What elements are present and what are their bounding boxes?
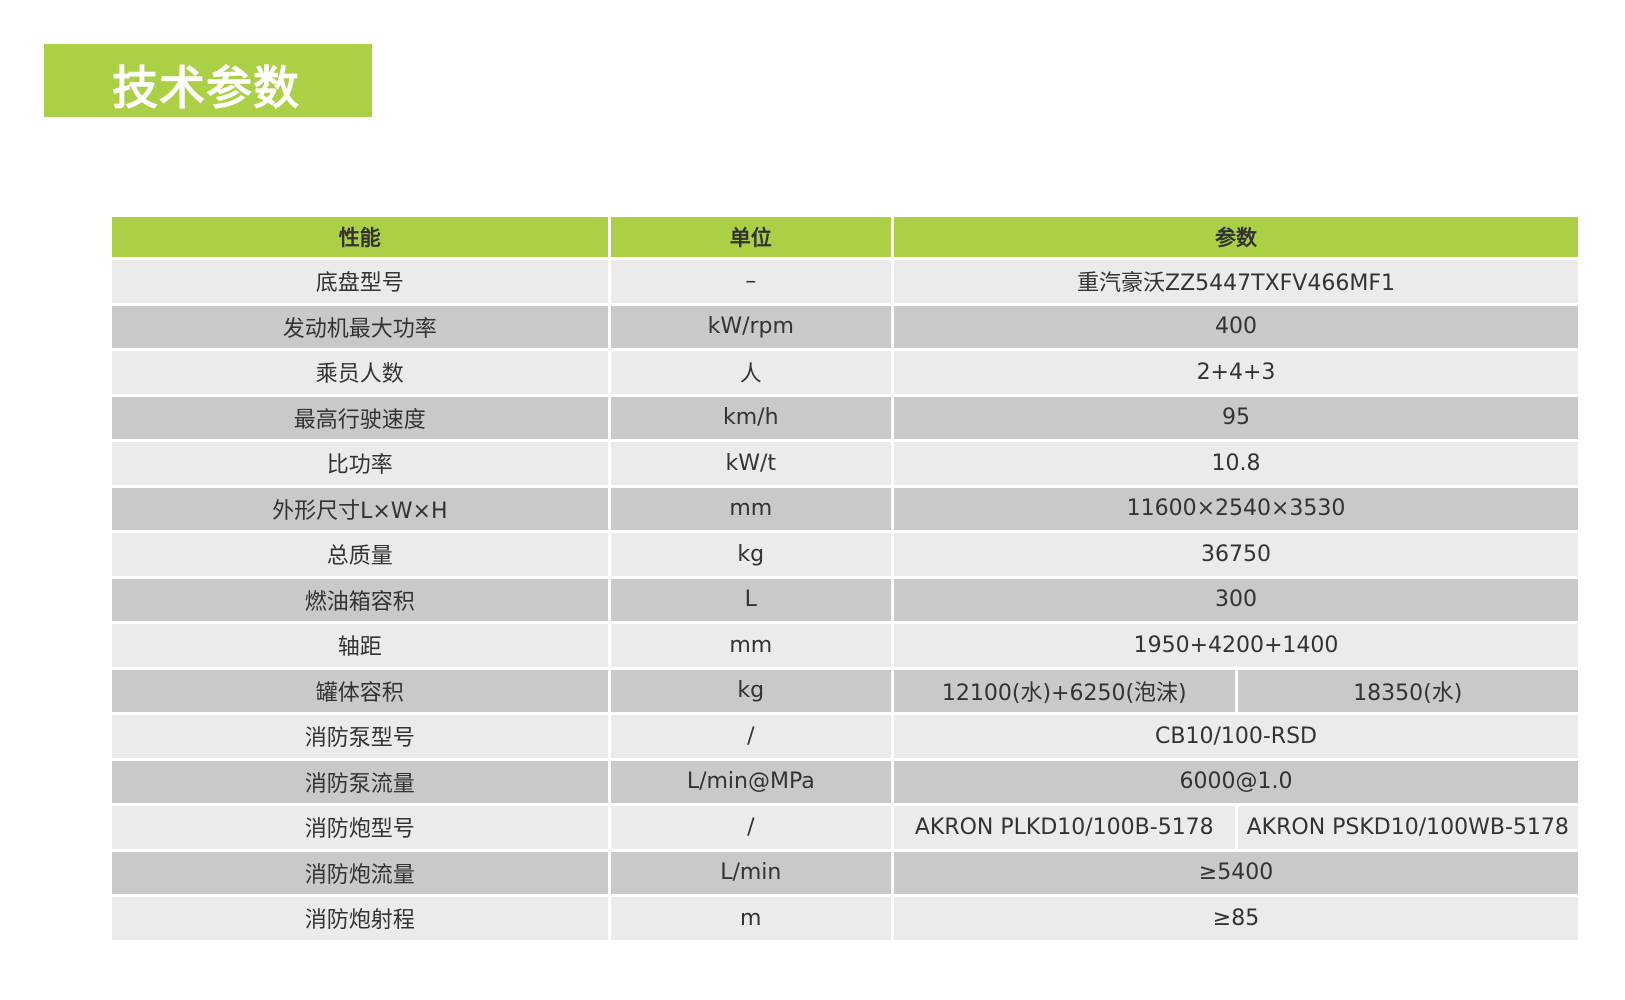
table-row: 燃油箱容积 L 300: [112, 578, 1578, 621]
spec-name: 乘员人数: [112, 351, 608, 394]
spec-unit: kW/rpm: [610, 305, 891, 348]
spec-unit: m: [610, 897, 891, 940]
spec-value: 18350(水): [1237, 669, 1578, 712]
table-row: 乘员人数人 2+4+3: [112, 351, 1578, 394]
spec-name: 消防泵流量: [112, 760, 608, 803]
spec-value: 重汽豪沃ZZ5447TXFV466MF1: [894, 260, 1578, 303]
spec-name: 发动机最大功率: [112, 305, 608, 348]
spec-value: 12100(水)+6250(泡沫): [894, 669, 1235, 712]
spec-value: AKRON PSKD10/100WB-5178: [1237, 806, 1578, 849]
spec-name: 燃油箱容积: [112, 578, 608, 621]
spec-unit: /: [610, 806, 891, 849]
spec-name: 底盘型号: [112, 260, 608, 303]
spec-name: 消防炮射程: [112, 897, 608, 940]
table-row: 底盘型号 – 重汽豪沃ZZ5447TXFV466MF1: [112, 260, 1578, 303]
spec-value: 11600×2540×3530: [894, 487, 1578, 530]
table-row: 外形尺寸L×W×H mm 11600×2540×3530: [112, 487, 1578, 530]
table-row: 消防泵型号 / CB10/100-RSD: [112, 715, 1578, 758]
table-row: 罐体容积 kg 12100(水)+6250(泡沫) 18350(水): [112, 669, 1578, 712]
spec-name: 消防炮流量: [112, 851, 608, 894]
spec-unit: 人: [610, 351, 891, 394]
spec-value: 1950+4200+1400: [894, 624, 1578, 667]
spec-name: 比功率: [112, 442, 608, 485]
spec-value: 36750: [894, 533, 1578, 576]
table-row: 轴距 mm 1950+4200+1400: [112, 624, 1578, 667]
table-row: 消防炮流量 L/min ≥5400: [112, 851, 1578, 894]
spec-unit: /: [610, 715, 891, 758]
spec-value: AKRON PLKD10/100B-5178: [894, 806, 1235, 849]
table-header-row: 性能 单位 参数: [112, 217, 1578, 257]
table-row: 消防泵流量 L/min@MPa 6000@1.0: [112, 760, 1578, 803]
header-unit: 单位: [610, 217, 891, 257]
spec-value: 95: [894, 396, 1578, 439]
spec-unit: kW/t: [610, 442, 891, 485]
spec-value: ≥85: [894, 897, 1578, 940]
section-title: 技术参数: [112, 61, 300, 115]
spec-value: 300: [894, 578, 1578, 621]
spec-unit: mm: [610, 487, 891, 530]
table-row: 比功率 kW/t 10.8: [112, 442, 1578, 485]
table-row: 发动机最大功率 kW/rpm 400: [112, 305, 1578, 348]
spec-name: 消防泵型号: [112, 715, 608, 758]
spec-unit: km/h: [610, 396, 891, 439]
spec-unit: L/min: [610, 851, 891, 894]
spec-unit: mm: [610, 624, 891, 667]
section-title-banner: 技术参数: [44, 44, 372, 117]
spec-value: 400: [894, 305, 1578, 348]
spec-name: 最高行驶速度: [112, 396, 608, 439]
spec-name: 外形尺寸L×W×H: [112, 487, 608, 530]
spec-unit: –: [610, 260, 891, 303]
spec-value: CB10/100-RSD: [894, 715, 1578, 758]
spec-unit: L/min@MPa: [610, 760, 891, 803]
header-performance: 性能: [112, 217, 608, 257]
table-row: 总质量 kg 36750: [112, 533, 1578, 576]
spec-name: 罐体容积: [112, 669, 608, 712]
spec-unit: kg: [610, 669, 891, 712]
header-parameter: 参数: [894, 217, 1578, 257]
spec-value: 10.8: [894, 442, 1578, 485]
spec-name: 轴距: [112, 624, 608, 667]
spec-value: ≥5400: [894, 851, 1578, 894]
spec-name: 消防炮型号: [112, 806, 608, 849]
spec-unit: kg: [610, 533, 891, 576]
table-row: 最高行驶速度 km/h 95: [112, 396, 1578, 439]
table-row: 消防炮型号 / AKRON PLKD10/100B-5178 AKRON PSKD10…: [112, 806, 1578, 849]
spec-value: 6000@1.0: [894, 760, 1578, 803]
spec-unit: L: [610, 578, 891, 621]
table-row: 消防炮射程 m ≥85: [112, 897, 1578, 940]
spec-value: 2+4+3: [894, 351, 1578, 394]
spec-table: 性能 单位 参数 底盘型号 – 重汽豪沃ZZ5447TXFV466MF1 发动机最大功…: [109, 214, 1581, 943]
spec-name: 总质量: [112, 533, 608, 576]
